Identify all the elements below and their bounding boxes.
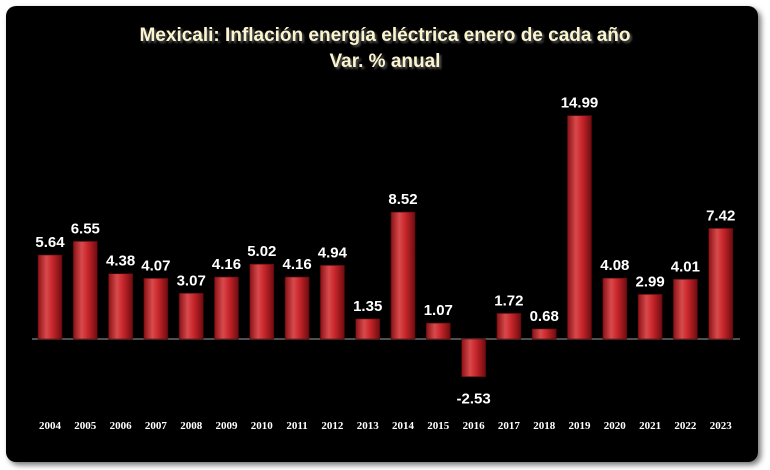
category-label-2010: 2010 bbox=[251, 420, 274, 432]
category-label-2019: 2019 bbox=[569, 420, 592, 432]
bar-2010 bbox=[249, 263, 275, 340]
bar-2011 bbox=[284, 276, 310, 340]
category-label-2023: 2023 bbox=[710, 420, 733, 432]
category-label-2018: 2018 bbox=[533, 420, 556, 432]
category-label-2020: 2020 bbox=[604, 420, 627, 432]
category-label-2008: 2008 bbox=[180, 420, 203, 432]
chart-title: Mexicali: Inflación energía eléctrica en… bbox=[139, 25, 631, 46]
value-label-2009: 4.16 bbox=[212, 256, 241, 273]
value-label-2023: 7.42 bbox=[706, 207, 735, 224]
chart-frame bbox=[6, 6, 758, 462]
bar-2022 bbox=[673, 278, 698, 340]
bar-2023 bbox=[708, 228, 734, 340]
bar-2009 bbox=[214, 276, 239, 340]
value-label-2011: 4.16 bbox=[282, 256, 311, 273]
value-label-2018: 0.68 bbox=[530, 308, 559, 325]
bar-2016 bbox=[461, 338, 486, 378]
category-label-2013: 2013 bbox=[357, 420, 380, 432]
category-label-2022: 2022 bbox=[674, 420, 697, 432]
value-label-2010: 5.02 bbox=[247, 243, 276, 260]
value-label-2007: 4.07 bbox=[141, 257, 170, 274]
bar-2005 bbox=[73, 241, 98, 340]
category-label-2004: 2004 bbox=[39, 420, 62, 432]
chart-subtitle: Var. % anual bbox=[329, 51, 441, 72]
category-label-2006: 2006 bbox=[110, 420, 133, 432]
category-label-2007: 2007 bbox=[145, 420, 168, 432]
value-label-2012: 4.94 bbox=[318, 244, 348, 261]
value-label-2019: 14.99 bbox=[561, 95, 599, 112]
category-label-2005: 2005 bbox=[74, 420, 97, 432]
bar-2004 bbox=[37, 254, 63, 340]
bar-2006 bbox=[108, 273, 133, 340]
category-label-2011: 2011 bbox=[286, 420, 307, 432]
value-label-2022: 4.01 bbox=[671, 258, 700, 275]
value-label-2015: 1.07 bbox=[424, 302, 453, 319]
bar-2017 bbox=[496, 313, 522, 340]
category-label-2009: 2009 bbox=[216, 420, 239, 432]
category-label-2021: 2021 bbox=[639, 420, 661, 432]
bar-2020 bbox=[602, 277, 628, 340]
value-label-2020: 4.08 bbox=[600, 257, 629, 274]
value-label-2016: -2.53 bbox=[456, 391, 490, 408]
bar-2014 bbox=[390, 211, 416, 340]
bar-2012 bbox=[320, 265, 345, 340]
value-label-2021: 2.99 bbox=[635, 273, 664, 290]
bar-2021 bbox=[637, 294, 663, 340]
bar-2007 bbox=[143, 278, 169, 340]
value-label-2006: 4.38 bbox=[106, 253, 135, 270]
category-label-2012: 2012 bbox=[321, 420, 344, 432]
value-label-2004: 5.64 bbox=[35, 234, 65, 251]
category-label-2014: 2014 bbox=[392, 420, 415, 432]
bar-2019 bbox=[567, 115, 592, 340]
category-label-2016: 2016 bbox=[463, 420, 486, 432]
value-label-2005: 6.55 bbox=[71, 220, 100, 237]
bar-2018 bbox=[531, 328, 557, 340]
value-label-2008: 3.07 bbox=[177, 272, 206, 289]
value-label-2013: 1.35 bbox=[353, 298, 382, 315]
bar-2013 bbox=[355, 318, 381, 340]
value-label-2014: 8.52 bbox=[388, 191, 417, 208]
value-label-2017: 1.72 bbox=[494, 292, 523, 309]
bar-2008 bbox=[178, 292, 204, 340]
bar-2015 bbox=[425, 322, 451, 340]
category-label-2015: 2015 bbox=[427, 420, 450, 432]
category-label-2017: 2017 bbox=[498, 420, 521, 432]
